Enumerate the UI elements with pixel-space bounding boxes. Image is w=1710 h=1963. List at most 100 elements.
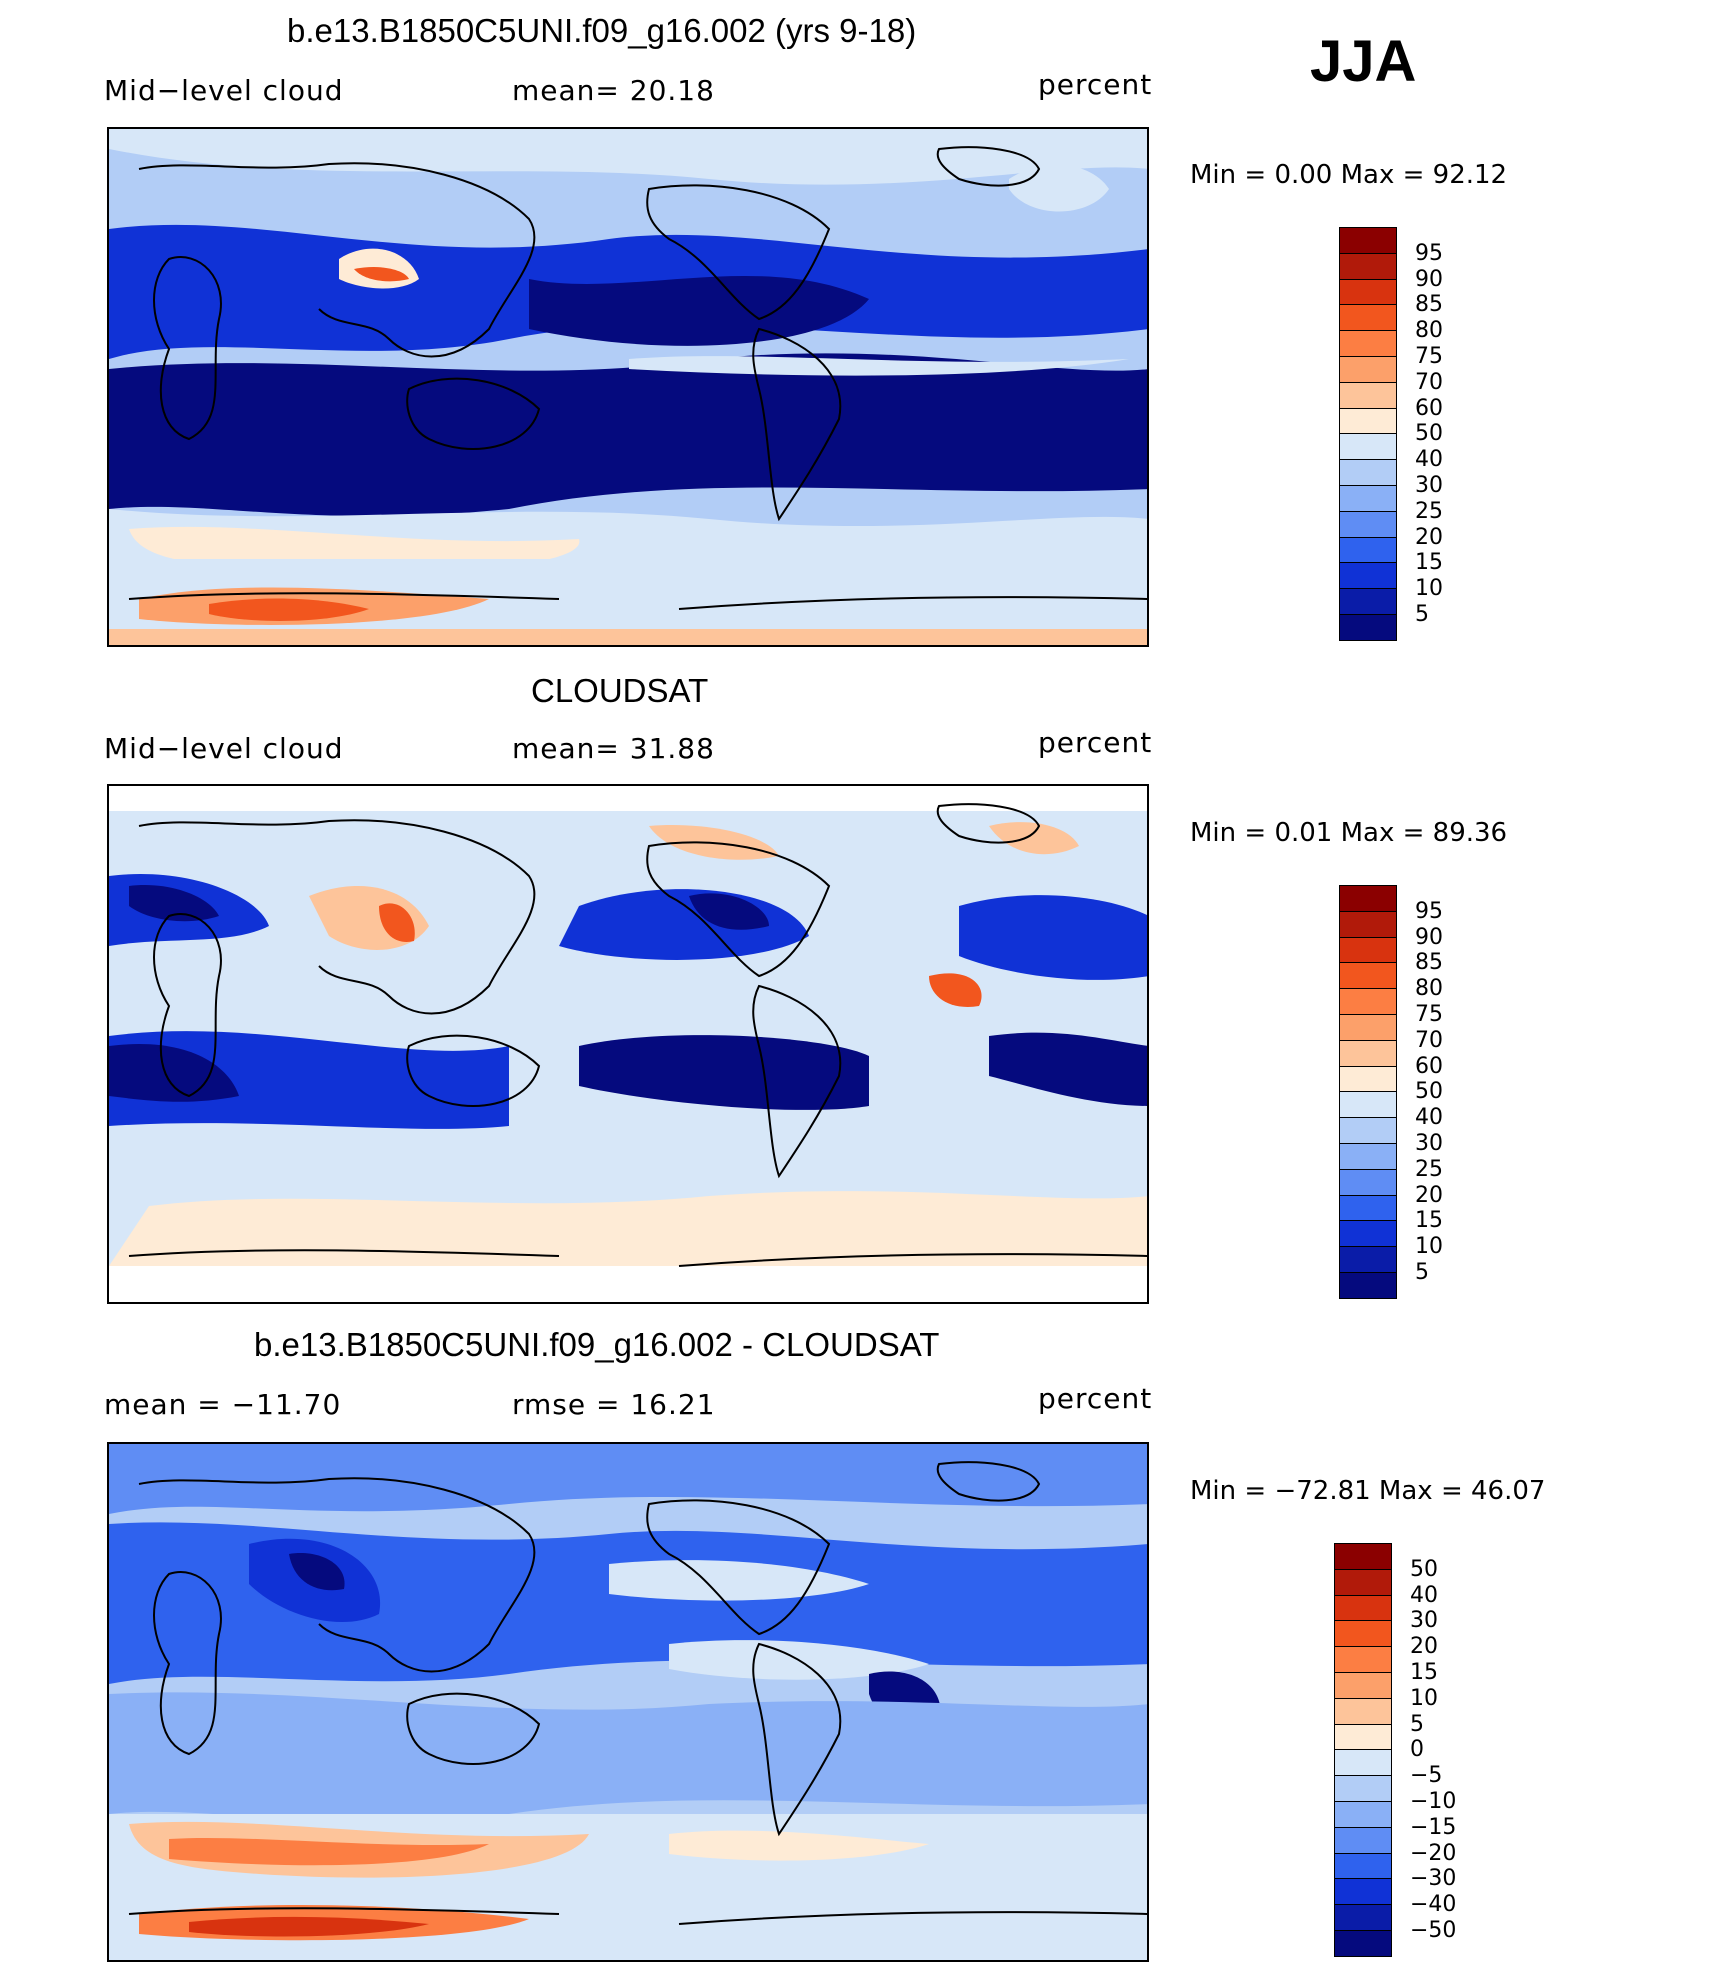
panel3-colorbar	[1334, 1543, 1394, 1957]
colorbar-swatch	[1339, 1091, 1397, 1119]
colorbar-swatch	[1334, 1929, 1392, 1957]
colorbar-tick-label: 15	[1415, 1208, 1443, 1234]
panel2-variable-label: Mid−level cloud	[104, 732, 344, 765]
panel3-title: b.e13.B1850C5UNI.f09_g16.002 - CLOUDSAT	[254, 1326, 940, 1363]
panel1-title: b.e13.B1850C5UNI.f09_g16.002 (yrs 9-18)	[287, 12, 917, 49]
colorbar-swatch	[1339, 936, 1397, 964]
colorbar-swatch	[1339, 1246, 1397, 1273]
colorbar-tick-label: 0	[1410, 1737, 1424, 1763]
panel3-contour-field	[109, 1444, 1147, 1960]
colorbar-swatch	[1339, 885, 1397, 912]
colorbar-tick-label: −15	[1410, 1814, 1457, 1840]
colorbar-swatch	[1339, 536, 1397, 564]
panel3-mean-label: mean = −11.70	[104, 1388, 342, 1421]
colorbar-tick-label: 10	[1410, 1685, 1438, 1711]
colorbar-swatch	[1334, 1852, 1392, 1880]
panel2-minmax-label: Min = 0.01 Max = 89.36	[1190, 818, 1508, 848]
colorbar-tick-label: 20	[1415, 524, 1443, 550]
panel1-units-label: percent	[1038, 68, 1153, 101]
panel2-contour-field	[109, 786, 1147, 1302]
colorbar-tick-label: 85	[1415, 292, 1443, 318]
colorbar-swatch	[1339, 1039, 1397, 1067]
colorbar-swatch	[1334, 1594, 1392, 1622]
colorbar-tick-label: 70	[1415, 1027, 1443, 1053]
colorbar-swatch	[1334, 1775, 1392, 1802]
colorbar-swatch	[1339, 962, 1397, 990]
colorbar-tick-label: 90	[1415, 924, 1443, 950]
panel1-map	[107, 127, 1149, 647]
colorbar-swatch	[1339, 1194, 1397, 1222]
colorbar-tick-label: 50	[1410, 1556, 1438, 1582]
colorbar-tick-label: 80	[1415, 976, 1443, 1002]
colorbar-swatch	[1339, 1271, 1397, 1299]
colorbar-tick-label: 30	[1415, 473, 1443, 498]
colorbar-swatch	[1334, 1749, 1392, 1777]
colorbar-swatch	[1334, 1646, 1392, 1673]
colorbar-tick-label: 25	[1415, 498, 1443, 524]
colorbar-tick-label: 20	[1415, 1182, 1443, 1208]
colorbar-swatch	[1339, 355, 1397, 383]
panel3-rmse-label: rmse = 16.21	[512, 1388, 716, 1421]
panel3-units-label: percent	[1038, 1382, 1153, 1415]
colorbar-swatch	[1334, 1671, 1392, 1699]
colorbar-tick-label: 40	[1415, 1105, 1443, 1131]
colorbar-tick-label: −50	[1410, 1918, 1457, 1943]
colorbar-tick-label: 50	[1415, 421, 1443, 447]
colorbar-tick-label: 5	[1415, 1260, 1429, 1285]
colorbar-tick-label: 90	[1415, 266, 1443, 292]
colorbar-swatch	[1339, 484, 1397, 512]
colorbar-tick-label: −10	[1410, 1789, 1457, 1814]
colorbar-tick-label: 5	[1415, 602, 1429, 627]
colorbar-swatch	[1339, 1117, 1397, 1144]
colorbar-tick-label: 50	[1415, 1079, 1443, 1105]
colorbar-tick-label: 95	[1415, 240, 1443, 266]
colorbar-swatch	[1339, 613, 1397, 641]
colorbar-swatch	[1339, 227, 1397, 254]
colorbar-swatch	[1334, 1568, 1392, 1596]
colorbar-tick-label: −5	[1410, 1763, 1443, 1789]
panel3-map	[107, 1442, 1149, 1962]
colorbar-swatch	[1339, 588, 1397, 615]
colorbar-tick-label: 40	[1410, 1582, 1438, 1608]
colorbar-swatch	[1334, 1800, 1392, 1828]
colorbar-tick-label: 60	[1415, 395, 1443, 421]
colorbar-swatch	[1339, 1013, 1397, 1041]
colorbar-swatch	[1339, 278, 1397, 306]
colorbar-swatch	[1334, 1826, 1392, 1854]
colorbar-swatch	[1334, 1620, 1392, 1648]
colorbar-swatch	[1339, 330, 1397, 357]
colorbar-swatch	[1334, 1543, 1392, 1570]
colorbar-swatch	[1334, 1904, 1392, 1931]
colorbar-tick-label: 70	[1415, 369, 1443, 395]
panel2-units-label: percent	[1038, 726, 1153, 759]
panel2-map	[107, 784, 1149, 1304]
panel1-mean-label: mean= 20.18	[512, 74, 715, 107]
colorbar-swatch	[1339, 304, 1397, 332]
colorbar-tick-label: 40	[1415, 447, 1443, 473]
colorbar-swatch	[1339, 562, 1397, 590]
colorbar-swatch	[1339, 1168, 1397, 1196]
colorbar-swatch	[1339, 252, 1397, 280]
colorbar-tick-label: 75	[1415, 1002, 1443, 1027]
colorbar-tick-label: 80	[1415, 318, 1443, 344]
colorbar-swatch	[1339, 407, 1397, 435]
colorbar-swatch	[1339, 1220, 1397, 1248]
panel1-variable-label: Mid−level cloud	[104, 74, 344, 107]
colorbar-swatch	[1339, 910, 1397, 938]
colorbar-swatch	[1339, 459, 1397, 486]
colorbar-tick-label: 20	[1410, 1634, 1438, 1660]
colorbar-swatch	[1339, 510, 1397, 538]
colorbar-tick-label: 95	[1415, 898, 1443, 924]
colorbar-swatch	[1339, 1142, 1397, 1170]
colorbar-tick-label: 75	[1415, 344, 1443, 369]
colorbar-tick-label: 25	[1415, 1156, 1443, 1182]
panel1-colorbar	[1339, 227, 1399, 641]
colorbar-tick-label: 5	[1410, 1711, 1424, 1737]
colorbar-tick-label: −20	[1410, 1840, 1457, 1866]
colorbar-tick-label: 30	[1410, 1608, 1438, 1634]
panel2-title: CLOUDSAT	[531, 672, 709, 709]
colorbar-swatch	[1334, 1878, 1392, 1906]
colorbar-swatch	[1339, 433, 1397, 461]
panel1-minmax-label: Min = 0.00 Max = 92.12	[1190, 160, 1508, 190]
panel2-mean-label: mean= 31.88	[512, 732, 715, 765]
